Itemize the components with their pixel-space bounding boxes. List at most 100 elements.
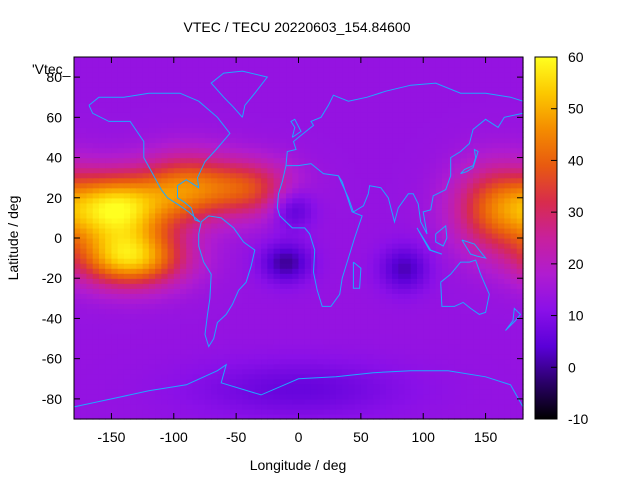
heatmap-cell [198, 232, 206, 239]
heatmap-cell [485, 328, 493, 335]
heatmap-cell [279, 303, 287, 309]
heatmap-cell [423, 388, 431, 395]
heatmap-cell [273, 363, 281, 370]
heatmap-cell [254, 248, 262, 254]
heatmap-cell [392, 97, 399, 103]
heatmap-cell [111, 217, 119, 224]
heatmap-cell [504, 157, 512, 164]
heatmap-cell [130, 243, 137, 249]
heatmap-cell [429, 212, 437, 219]
heatmap-cell [155, 152, 162, 159]
heatmap-cell [242, 393, 250, 400]
heatmap-cell [516, 92, 524, 98]
heatmap-cell [173, 197, 181, 204]
heatmap-cell [510, 187, 518, 194]
heatmap-cell [198, 207, 206, 214]
heatmap-cell [485, 378, 493, 385]
heatmap-cell [74, 207, 81, 214]
heatmap-cell [398, 232, 406, 239]
heatmap-cell [292, 263, 300, 269]
heatmap-cell [498, 258, 505, 264]
heatmap-cell [254, 293, 262, 299]
heatmap-cell [329, 268, 337, 274]
heatmap-cell [473, 273, 480, 279]
heatmap-cell [186, 323, 194, 330]
heatmap-cell [98, 142, 106, 149]
heatmap-cell [92, 102, 100, 108]
heatmap-cell [136, 137, 144, 144]
heatmap-cell [454, 212, 462, 219]
heatmap-cell [367, 243, 374, 249]
heatmap-cell [348, 278, 356, 284]
heatmap-cell [267, 338, 275, 345]
heatmap-cell [279, 222, 287, 229]
heatmap-cell [86, 197, 94, 204]
heatmap-cell [385, 243, 393, 249]
heatmap-cell [510, 328, 518, 335]
heatmap-cell [379, 398, 387, 405]
heatmap-cell [173, 238, 181, 244]
heatmap-cell [448, 393, 456, 400]
heatmap-cell [173, 77, 181, 83]
heatmap-cell [485, 408, 493, 415]
heatmap-cell [148, 308, 156, 315]
heatmap-cell [180, 358, 187, 365]
heatmap-cell [142, 117, 150, 123]
heatmap-cell [379, 333, 387, 340]
heatmap-cell [298, 378, 306, 385]
heatmap-cell [167, 283, 175, 289]
heatmap-cell [105, 313, 113, 320]
heatmap-cell [304, 152, 312, 159]
heatmap-cell [236, 323, 243, 330]
heatmap-cell [148, 127, 156, 134]
heatmap-cell [254, 92, 262, 98]
heatmap-cell [229, 358, 237, 365]
heatmap-cell [335, 243, 343, 249]
heatmap-cell [105, 273, 113, 279]
heatmap-cell [348, 348, 356, 355]
heatmap-cell [479, 117, 487, 123]
heatmap-cell [504, 348, 512, 355]
heatmap-cell [454, 313, 462, 320]
heatmap-cell [242, 227, 250, 234]
heatmap-cell [148, 413, 156, 420]
heatmap-cell [180, 112, 187, 118]
heatmap-cell [86, 177, 94, 184]
heatmap-cell [398, 273, 406, 279]
heatmap-cell [155, 77, 162, 83]
heatmap-cell [385, 107, 393, 113]
heatmap-cell [148, 408, 156, 415]
heatmap-cell [429, 263, 437, 269]
heatmap-cell [404, 323, 412, 330]
heatmap-cell [286, 368, 293, 375]
heatmap-cell [360, 137, 368, 144]
heatmap-cell [392, 182, 399, 189]
heatmap-cell [404, 413, 412, 420]
heatmap-cell [310, 318, 318, 325]
heatmap-cell [385, 167, 393, 174]
heatmap-cell [198, 398, 206, 405]
heatmap-cell [161, 137, 169, 144]
heatmap-cell [204, 383, 212, 390]
heatmap-cell [448, 408, 456, 415]
heatmap-cell [136, 253, 144, 259]
heatmap-cell [292, 273, 300, 279]
heatmap-cell [292, 227, 300, 234]
heatmap-cell [92, 192, 100, 199]
heatmap-cell [242, 107, 250, 113]
heatmap-cell [398, 212, 406, 219]
heatmap-cell [236, 77, 243, 83]
heatmap-cell [111, 172, 119, 179]
heatmap-cell [98, 278, 106, 284]
heatmap-cell [298, 358, 306, 365]
heatmap-cell [404, 273, 412, 279]
heatmap-cell [454, 232, 462, 239]
heatmap-cell [261, 278, 268, 284]
heatmap-cell [86, 283, 94, 289]
heatmap-cell [310, 238, 318, 244]
heatmap-cell [261, 187, 268, 194]
heatmap-cell [460, 333, 468, 340]
heatmap-cell [292, 323, 300, 330]
heatmap-cell [123, 217, 131, 224]
heatmap-cell [516, 318, 524, 325]
